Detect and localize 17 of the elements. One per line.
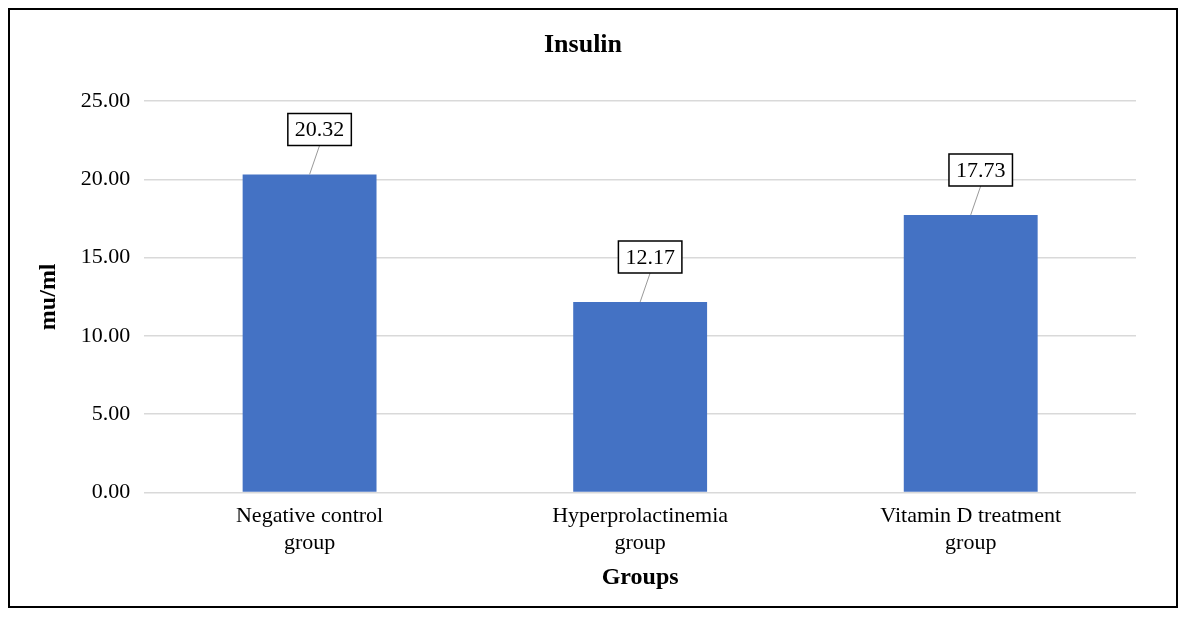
y-axis-title: mu/ml	[33, 263, 60, 331]
data-label: 17.73	[955, 156, 1006, 182]
bar	[903, 214, 1038, 492]
x-tick-label: Hyperprolactinemia group	[552, 502, 729, 554]
data-label: 20.32	[294, 116, 345, 142]
y-tick-label: 5.00	[91, 399, 131, 425]
x-tick-label: Vitamin D treatment group	[880, 502, 1062, 554]
y-tick-label: 20.00	[80, 165, 131, 191]
y-tick-label: 10.00	[80, 321, 131, 347]
bar	[573, 301, 708, 492]
bar	[242, 174, 377, 492]
data-label: 12.17	[625, 243, 675, 269]
y-tick-label: 15.00	[80, 243, 131, 269]
y-tick-label: 25.00	[80, 86, 131, 112]
x-tick-label: Negative control group	[235, 502, 384, 554]
chart-title: Insulin	[543, 29, 623, 59]
y-tick-label: 0.00	[91, 478, 131, 504]
